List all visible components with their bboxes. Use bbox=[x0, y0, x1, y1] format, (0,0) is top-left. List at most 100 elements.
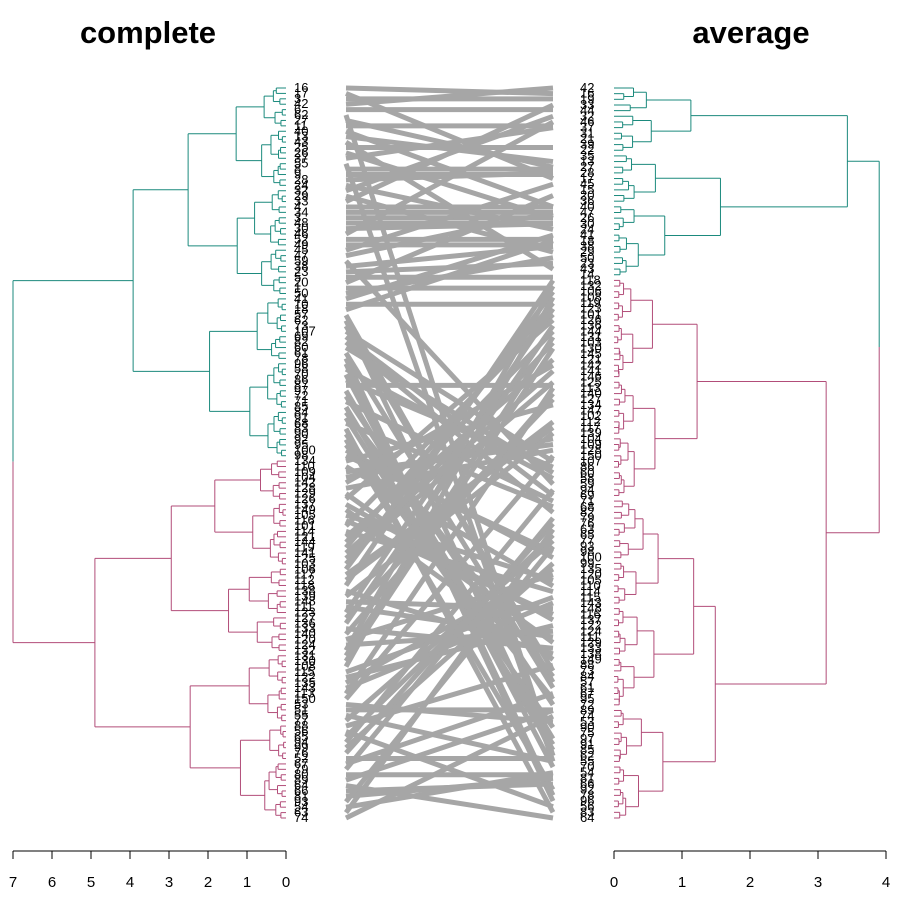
leaf-label: 68 bbox=[580, 499, 594, 514]
leaf-label: 106 bbox=[294, 561, 316, 576]
leaf-label: 58 bbox=[580, 470, 594, 485]
leaf-label: 28 bbox=[294, 172, 308, 187]
leaf-label: 63 bbox=[294, 805, 308, 820]
leaf-label: 72 bbox=[580, 697, 594, 712]
leaf-label: 80 bbox=[294, 767, 308, 782]
leaf-label: 38 bbox=[294, 258, 308, 273]
leaf-label: 119 bbox=[580, 295, 601, 310]
leaf-label: 139 bbox=[294, 588, 316, 603]
connector-line bbox=[343, 284, 556, 652]
leaf-label: 1 bbox=[294, 280, 301, 295]
leaf-label: 132 bbox=[294, 642, 316, 657]
connector-line bbox=[343, 324, 556, 625]
leaf-label: 95 bbox=[294, 437, 308, 452]
leaf-label: 24 bbox=[294, 177, 308, 192]
leaf-label: 40 bbox=[580, 199, 594, 214]
leaf-label: 89 bbox=[580, 702, 594, 717]
leaf-label: 141 bbox=[294, 545, 316, 560]
leaf-label: 61 bbox=[580, 680, 594, 695]
leaf-label: 98 bbox=[294, 448, 308, 463]
leaf-label: 59 bbox=[580, 476, 594, 491]
leaf-label: 65 bbox=[580, 527, 594, 542]
leaf-label: 138 bbox=[294, 583, 316, 598]
connector-line bbox=[345, 232, 554, 302]
leaf-label: 143 bbox=[580, 595, 602, 610]
leaf-label: 56 bbox=[580, 799, 594, 814]
connector-line bbox=[344, 454, 555, 701]
leaf-label: 77 bbox=[294, 713, 308, 728]
leaf-label: 44 bbox=[580, 103, 594, 118]
leaf-label: 146 bbox=[580, 369, 602, 384]
leaf-label: 93 bbox=[294, 794, 308, 809]
leaf-label: 3 bbox=[294, 91, 301, 106]
leaf-label: 134 bbox=[294, 453, 316, 468]
leaf-label: 73 bbox=[294, 318, 308, 333]
leaf-label: 17 bbox=[580, 171, 594, 186]
leaf-label: 67 bbox=[294, 756, 308, 771]
leaf-label: 105 bbox=[580, 572, 602, 587]
leaf-label: 79 bbox=[294, 761, 308, 776]
leaf-label: 21 bbox=[580, 131, 594, 146]
leaf-label: 142 bbox=[580, 357, 602, 372]
leaf-label: 116 bbox=[294, 513, 315, 528]
leaf-label: 90 bbox=[580, 719, 594, 734]
leaf-label: 99 bbox=[580, 555, 594, 570]
leaf-label: 131 bbox=[294, 648, 316, 663]
leaf-label: 111 bbox=[580, 629, 600, 644]
leaf-label: 81 bbox=[294, 788, 308, 803]
leaf-label: 81 bbox=[580, 770, 594, 785]
left-leaf-labels: 1617342662271140134325263755892824322933… bbox=[294, 80, 316, 825]
leaf-label: 52 bbox=[294, 751, 308, 766]
connector-line bbox=[344, 488, 555, 744]
leaf-label: 114 bbox=[580, 584, 601, 599]
leaf-label: 127 bbox=[580, 391, 602, 406]
leaf-label: 112 bbox=[580, 414, 601, 429]
leaf-label: 62 bbox=[580, 748, 594, 763]
leaf-label: 100 bbox=[294, 442, 316, 457]
leaf-label: 16 bbox=[294, 80, 308, 95]
leaf-label: 53 bbox=[580, 714, 594, 729]
leaf-label: 18 bbox=[294, 302, 308, 317]
leaf-label: 137 bbox=[294, 496, 316, 511]
leaf-label: 74 bbox=[294, 810, 308, 825]
leaf-label: 106 bbox=[580, 284, 602, 299]
leaf-label: 66 bbox=[580, 776, 594, 791]
leaf-label: 37 bbox=[294, 150, 308, 165]
leaf-label: 99 bbox=[294, 740, 308, 755]
leaf-label: 55 bbox=[294, 707, 308, 722]
axis-tick-label: 2 bbox=[204, 874, 212, 891]
leaf-label: 131 bbox=[580, 329, 602, 344]
leaf-label: 86 bbox=[294, 372, 308, 387]
axis-tick-label: 5 bbox=[87, 874, 95, 891]
leaf-label: 77 bbox=[580, 533, 594, 548]
leaf-label: 85 bbox=[580, 742, 594, 757]
leaf-label: 97 bbox=[580, 731, 594, 746]
leaf-label: 136 bbox=[580, 318, 602, 333]
leaf-label: 118 bbox=[580, 272, 601, 287]
leaf-label: 45 bbox=[580, 176, 594, 191]
leaf-label: 127 bbox=[294, 610, 316, 625]
leaf-label: 95 bbox=[580, 691, 594, 706]
leaf-label: 9 bbox=[294, 167, 301, 182]
leaf-label: 122 bbox=[294, 669, 316, 684]
leaf-label: 105 bbox=[294, 507, 316, 522]
leaf-label: 26 bbox=[294, 145, 308, 160]
leaf-label: 69 bbox=[294, 329, 308, 344]
leaf-label: 123 bbox=[580, 301, 602, 316]
leaf-label: 48 bbox=[294, 215, 308, 230]
left-height-axis: 7 6 5 4 3 2 1 0 bbox=[9, 850, 290, 891]
leaf-label: 90 bbox=[294, 426, 308, 441]
leaf-label: 68 bbox=[294, 415, 308, 430]
leaf-label: 141 bbox=[580, 363, 602, 378]
leaf-label: 136 bbox=[294, 615, 316, 630]
leaf-label: 135 bbox=[294, 675, 316, 690]
leaf-label: 52 bbox=[294, 231, 308, 246]
leaf-label: 70 bbox=[294, 367, 308, 382]
leaf-label: 46 bbox=[580, 114, 594, 129]
connector-line bbox=[344, 102, 555, 204]
leaf-label: 142 bbox=[294, 475, 316, 490]
leaf-label: 144 bbox=[580, 323, 602, 338]
leaf-label: 108 bbox=[294, 659, 316, 674]
leaf-label: 33 bbox=[580, 97, 594, 112]
